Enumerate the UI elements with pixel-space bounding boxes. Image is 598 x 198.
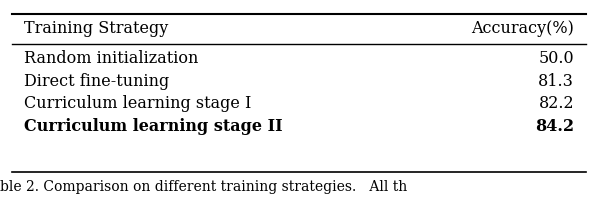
Text: Accuracy(%): Accuracy(%) bbox=[471, 20, 574, 37]
Text: Direct fine-tuning: Direct fine-tuning bbox=[24, 73, 169, 90]
Text: Training Strategy: Training Strategy bbox=[24, 20, 168, 37]
Text: 82.2: 82.2 bbox=[538, 95, 574, 112]
Text: Random initialization: Random initialization bbox=[24, 50, 199, 67]
Text: ble 2. Comparison on different training strategies.   All th: ble 2. Comparison on different training … bbox=[0, 180, 407, 194]
Text: Curriculum learning stage I: Curriculum learning stage I bbox=[24, 95, 251, 112]
Text: 84.2: 84.2 bbox=[535, 118, 574, 135]
Text: 50.0: 50.0 bbox=[538, 50, 574, 67]
Text: Curriculum learning stage II: Curriculum learning stage II bbox=[24, 118, 282, 135]
Text: 81.3: 81.3 bbox=[538, 73, 574, 90]
